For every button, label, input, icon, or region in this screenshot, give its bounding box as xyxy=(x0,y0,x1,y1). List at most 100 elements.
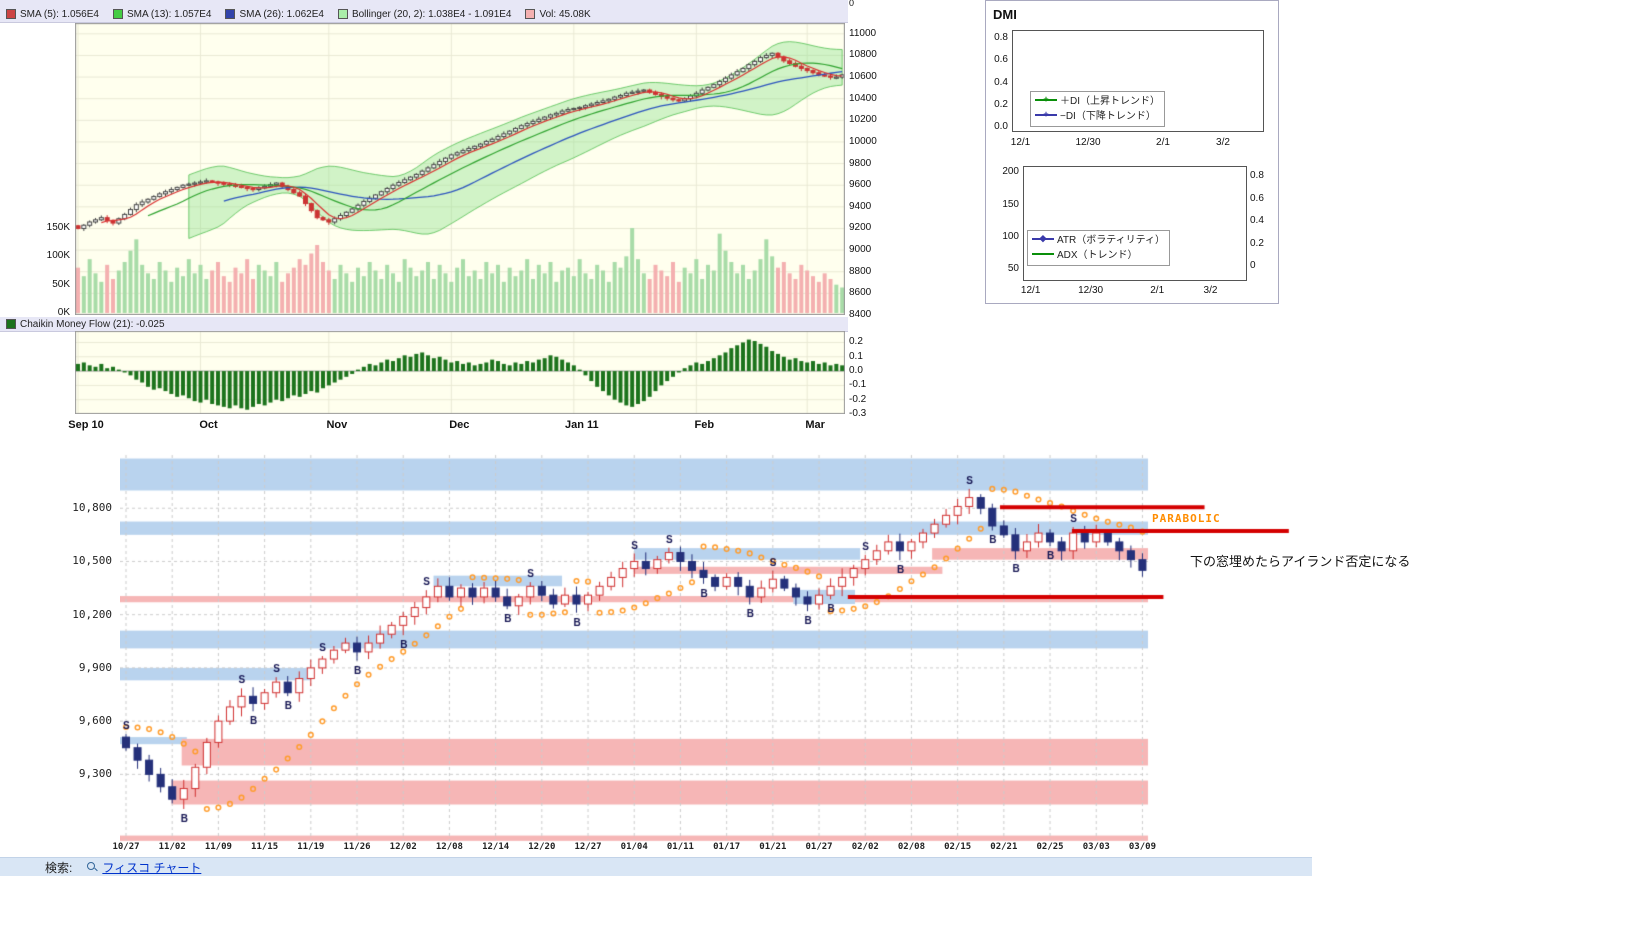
daily-chart-canvas xyxy=(120,448,1310,848)
price-axis-tick: 10800 xyxy=(849,49,877,61)
legend-swatch xyxy=(525,9,536,19)
atr-right-tick: 0.4 xyxy=(1250,215,1264,226)
dmi-x-tick: 12/30 xyxy=(1075,137,1101,148)
legend-label: SMA (26): 1.062E4 xyxy=(239,8,324,20)
legend-label: Bollinger (20, 2): 1.038E4 - 1.091E4 xyxy=(351,8,512,20)
clipped-axis-tick: 0 xyxy=(849,0,855,8)
bottom-x-tick: 03/03 xyxy=(1082,842,1110,852)
cmf-axis-tick: -0.1 xyxy=(849,379,867,391)
month-label: Oct xyxy=(199,419,218,431)
cmf-legend: Chaikin Money Flow (21): -0.025 xyxy=(0,317,848,332)
price-axis-tick: 10200 xyxy=(849,114,877,126)
month-label: Dec xyxy=(449,419,470,431)
dmi-y-tick: 0.6 xyxy=(994,54,1008,66)
volume-axis-tick: 0K xyxy=(57,307,70,318)
atr-right-tick: 0.8 xyxy=(1250,170,1264,181)
dmi-x-tick: 3/2 xyxy=(1216,137,1230,148)
bottom-y-tick: 10,500 xyxy=(72,554,112,568)
atr-x-tick: 2/1 xyxy=(1150,285,1165,296)
legend-label: SMA (13): 1.057E4 xyxy=(126,8,212,20)
bottom-y-tick: 9,600 xyxy=(78,714,112,728)
dmi-panel: DMI ＋DI（上昇トレンド）−DI（下降トレンド） ATR（ボラティリティ）A… xyxy=(985,0,1279,304)
cmf-axis-tick: 0.0 xyxy=(849,365,863,377)
bottom-x-tick: 12/02 xyxy=(389,842,417,852)
price-axis-tick: 9000 xyxy=(849,244,872,256)
bottom-x-tick: 12/14 xyxy=(482,842,510,852)
month-label: Sep 10 xyxy=(68,419,104,431)
bottom-x-tick: 11/02 xyxy=(158,842,186,852)
search-icon xyxy=(86,861,98,873)
atr-left-tick: 150 xyxy=(1002,198,1019,210)
dmi-panel-title: DMI xyxy=(993,7,1017,22)
bottom-x-tick: 01/11 xyxy=(666,842,694,852)
bottom-x-tick: 11/15 xyxy=(251,842,279,852)
month-label: Mar xyxy=(805,419,825,431)
atr-legend-label: ADX（トレンド） xyxy=(1057,250,1138,261)
dmi-y-tick: 0.0 xyxy=(994,121,1008,132)
atr-adx-legend: ATR（ボラティリティ） ADX（トレンド） xyxy=(1027,230,1171,266)
price-axis-tick: 9400 xyxy=(849,200,872,212)
price-chart-canvas xyxy=(75,23,845,315)
volume-axis-tick: 100K xyxy=(46,250,70,262)
bottom-y-tick: 10,800 xyxy=(72,501,112,515)
island-annotation: 下の窓埋めたらアイランド否定になる xyxy=(1190,554,1411,569)
bottom-x-tick: 03/09 xyxy=(1128,842,1156,852)
bottom-x-tick: 01/21 xyxy=(759,842,787,852)
legend-label: SMA (5): 1.056E4 xyxy=(20,8,99,20)
volume-axis-tick: 150K xyxy=(46,221,70,233)
line-sample-icon xyxy=(1032,234,1054,243)
bottom-x-tick: 12/27 xyxy=(574,842,602,852)
price-legend-item: Bollinger (20, 2): 1.038E4 - 1.091E4 xyxy=(337,8,512,20)
month-label: Nov xyxy=(326,419,348,431)
cmf-axis-tick: -0.2 xyxy=(849,393,867,405)
price-legend-item: SMA (5): 1.056E4 xyxy=(6,9,99,20)
bottom-y-tick: 10,200 xyxy=(72,607,112,621)
bottom-x-tick: 01/04 xyxy=(620,842,648,852)
legend-label: Vol: 45.08K xyxy=(539,8,591,20)
bottom-x-tick: 01/17 xyxy=(713,842,741,852)
atr-legend-label: ATR（ボラティリティ） xyxy=(1057,235,1166,246)
price-axis-tick: 9200 xyxy=(849,222,872,234)
dmi-legend-label: −DI（下降トレンド） xyxy=(1060,111,1156,122)
cmf-axis-tick: -0.3 xyxy=(849,408,867,419)
price-axis-tick: 10000 xyxy=(849,135,877,147)
fisco-chart-link[interactable]: フィスコ チャート xyxy=(102,860,202,875)
price-chart-legend: SMA (5): 1.056E4 SMA (13): 1.057E4 SMA (26… xyxy=(0,6,848,23)
dmi-y-tick: 0.2 xyxy=(994,98,1008,110)
price-axis-tick: 11000 xyxy=(849,27,877,39)
dmi-x-tick: 12/1 xyxy=(1010,137,1031,148)
line-sample-icon xyxy=(1032,249,1054,258)
bottom-x-tick: 11/09 xyxy=(204,842,232,852)
cmf-legend-swatch xyxy=(6,319,16,329)
dmi-legend-item: ＋DI（上昇トレンド） xyxy=(1035,94,1160,109)
bottom-x-tick: 12/20 xyxy=(528,842,556,852)
bottom-y-tick: 9,300 xyxy=(78,767,112,781)
legend-swatch xyxy=(337,9,348,19)
search-label: 検索: xyxy=(45,860,73,875)
month-label: Jan 11 xyxy=(565,419,599,431)
atr-legend-item: ADX（トレンド） xyxy=(1032,248,1165,263)
atr-x-tick: 12/1 xyxy=(1020,285,1041,296)
dmi-legend: ＋DI（上昇トレンド） −DI（下降トレンド） xyxy=(1030,91,1165,127)
price-axis-tick: 10600 xyxy=(849,71,877,83)
price-chart-panel: 0 SMA (5): 1.056E4 SMA (13): 1.057E4 SMA (… xyxy=(0,0,873,437)
atr-x-tick: 12/30 xyxy=(1078,285,1104,296)
atr-x-tick: 3/2 xyxy=(1203,285,1218,296)
cmf-legend-label: Chaikin Money Flow (21): -0.025 xyxy=(20,318,165,330)
cmf-axis-tick: 0.2 xyxy=(849,336,863,348)
dmi-legend-item: −DI（下降トレンド） xyxy=(1035,109,1160,124)
bottom-x-tick: 10/27 xyxy=(112,842,140,852)
volume-axis-tick: 50K xyxy=(52,278,70,290)
price-axis-tick: 10400 xyxy=(849,92,877,104)
bottom-x-tick: 01/27 xyxy=(805,842,833,852)
bottom-x-tick: 02/02 xyxy=(851,842,879,852)
atr-right-tick: 0.6 xyxy=(1250,192,1264,204)
cmf-chart-canvas xyxy=(75,331,845,414)
atr-legend-item: ATR（ボラティリティ） xyxy=(1032,233,1165,248)
atr-left-tick: 100 xyxy=(1002,231,1019,243)
atr-left-tick: 50 xyxy=(1007,263,1019,275)
price-legend-item: Vol: 45.08K xyxy=(525,8,591,20)
bottom-x-tick: 11/26 xyxy=(343,842,371,852)
price-legend-item: SMA (13): 1.057E4 xyxy=(112,8,212,20)
